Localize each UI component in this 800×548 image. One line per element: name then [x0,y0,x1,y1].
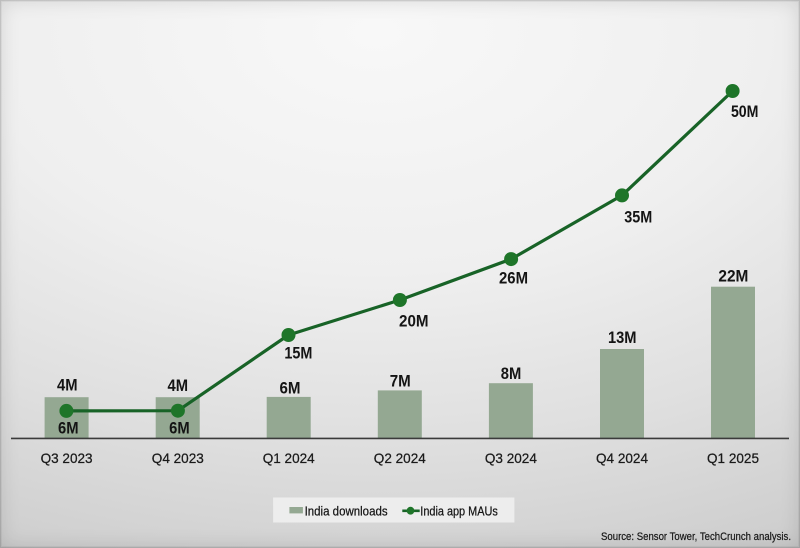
svg-text:India app MAUs: India app MAUs [420,504,498,518]
svg-text:India downloads: India downloads [305,504,388,518]
svg-text:50M: 50M [731,102,759,121]
svg-text:13M: 13M [608,328,637,347]
svg-text:Q1 2024: Q1 2024 [263,450,315,466]
svg-text:Q4 2024: Q4 2024 [596,450,648,466]
svg-text:Q1 2025: Q1 2025 [707,450,759,466]
svg-text:6M: 6M [280,378,301,397]
svg-text:6M: 6M [58,419,79,438]
svg-text:4M: 4M [168,376,189,395]
svg-text:4M: 4M [57,375,78,394]
svg-text:8M: 8M [501,364,522,383]
svg-text:Q3 2023: Q3 2023 [41,450,93,466]
svg-text:7M: 7M [390,372,411,391]
svg-text:6M: 6M [169,419,190,438]
svg-text:Source: Sensor Tower, TechCrun: Source: Sensor Tower, TechCrunch analysi… [601,531,791,543]
svg-text:22M: 22M [718,266,748,285]
svg-text:15M: 15M [284,344,312,363]
svg-text:26M: 26M [499,268,528,287]
svg-text:Q4 2023: Q4 2023 [152,450,204,466]
svg-text:Q3 2024: Q3 2024 [485,450,537,466]
svg-text:35M: 35M [624,207,652,226]
svg-text:Q2 2024: Q2 2024 [374,450,426,466]
svg-text:20M: 20M [399,311,429,330]
